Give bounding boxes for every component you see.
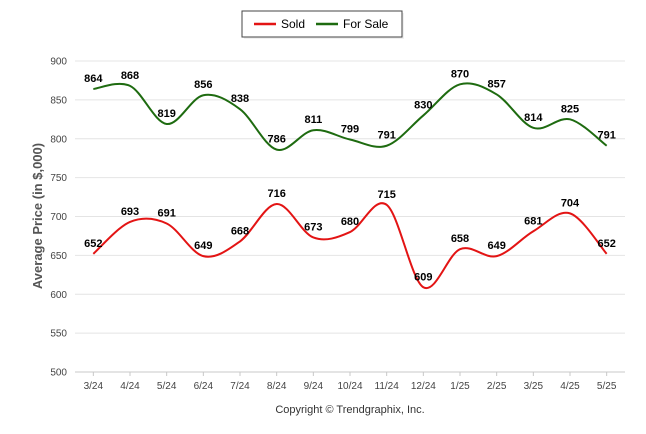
data-label-for-sale: 838 [231, 93, 249, 105]
x-tick-label: 5/25 [597, 381, 617, 392]
y-tick-label: 900 [50, 57, 67, 68]
data-label-sold: 715 [377, 189, 395, 201]
y-tick-label: 800 [50, 134, 67, 145]
data-label-for-sale: 870 [451, 68, 469, 80]
data-label-sold: 704 [561, 197, 580, 209]
x-tick-label: 3/24 [84, 381, 104, 392]
x-tick-label: 10/24 [337, 381, 362, 392]
data-label-for-sale: 791 [377, 130, 395, 142]
x-tick-label: 8/24 [267, 381, 287, 392]
series-lines [92, 82, 608, 290]
data-label-for-sale: 868 [121, 70, 139, 82]
x-tick-label: 1/25 [450, 381, 470, 392]
x-tick-label: 6/24 [194, 381, 214, 392]
legend: Sold For Sale [241, 10, 404, 39]
x-tick-label: 11/24 [375, 381, 400, 392]
data-label-sold: 658 [451, 233, 469, 245]
y-tick-label: 750 [50, 173, 67, 184]
data-label-sold: 691 [157, 207, 175, 219]
y-tick-label: 700 [50, 212, 67, 223]
data-label-sold: 652 [84, 238, 102, 250]
data-label-for-sale: 819 [157, 108, 175, 120]
data-label-for-sale: 814 [524, 112, 543, 124]
series-line-for-sale [93, 82, 608, 151]
x-tick-label: 5/24 [157, 381, 177, 392]
x-tick-label: 4/25 [560, 381, 580, 392]
data-label-sold: 681 [524, 215, 542, 227]
data-label-for-sale: 825 [561, 103, 579, 115]
y-tick-label: 550 [50, 329, 67, 340]
y-tick-label: 650 [50, 251, 67, 262]
data-label-for-sale: 864 [84, 73, 103, 85]
axes: 500 550 600 650 700 750 800 850 900 3/24 4/24 5/24 6… [50, 57, 625, 392]
x-tick-label: 2/25 [487, 381, 507, 392]
legend-label-for-sale: For Sale [343, 17, 389, 31]
data-label-sold: 716 [267, 188, 285, 200]
data-label-for-sale: 791 [597, 130, 615, 142]
data-label-sold: 680 [341, 216, 359, 228]
x-tick-label: 9/24 [304, 381, 324, 392]
x-tick-label: 3/25 [524, 381, 544, 392]
y-axis-label: Average Price (in $,000) [30, 143, 45, 289]
grid [75, 60, 625, 373]
legend-label-sold: Sold [281, 17, 305, 31]
series-line-sold [92, 202, 608, 290]
data-label-sold: 649 [487, 240, 505, 252]
x-tick-label: 7/24 [230, 381, 250, 392]
data-label-sold: 609 [414, 271, 432, 283]
data-label-for-sale: 799 [341, 124, 359, 136]
data-label-sold: 649 [194, 240, 212, 252]
data-label-for-sale: 786 [267, 134, 285, 146]
y-tick-label: 500 [50, 368, 67, 379]
data-label-for-sale: 830 [414, 99, 432, 111]
x-tick-label: 12/24 [411, 381, 436, 392]
data-labels: 652 693 691 649 668 716 673 680 715 609 658 649 681 7… [84, 68, 616, 283]
data-label-for-sale: 856 [194, 79, 212, 91]
data-label-sold: 652 [597, 238, 615, 250]
data-label-for-sale: 857 [487, 78, 505, 90]
data-label-sold: 693 [121, 206, 139, 218]
data-label-sold: 673 [304, 221, 322, 233]
copyright-text: Copyright © Trendgraphix, Inc. [275, 404, 424, 416]
x-tick-label: 4/24 [120, 381, 140, 392]
y-tick-label: 600 [50, 290, 67, 301]
y-tick-label: 850 [50, 95, 67, 106]
data-label-for-sale: 811 [304, 114, 322, 126]
data-label-sold: 668 [231, 225, 249, 237]
